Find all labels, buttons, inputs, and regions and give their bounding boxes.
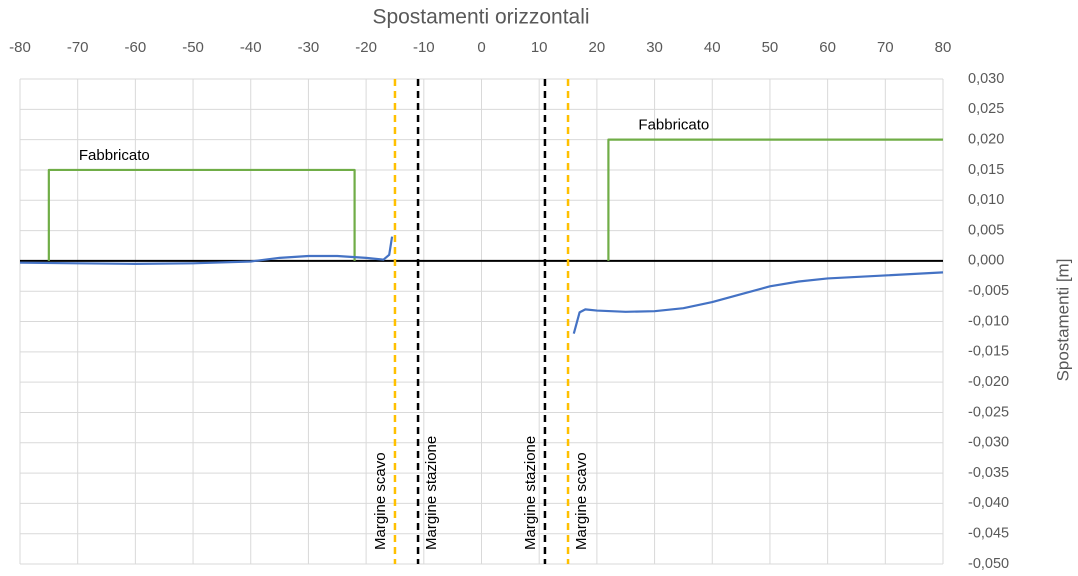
x-tick-label: -80 (9, 39, 31, 56)
data-line (19, 236, 394, 266)
y-tick-label: -0,020 (968, 374, 1009, 390)
x-tick-label: 50 (762, 39, 779, 56)
y-tick-label: -0,040 (968, 495, 1009, 511)
annotation: Fabbricato (638, 117, 709, 134)
y-tick-label: -0,035 (968, 465, 1009, 481)
x-tick-label: -20 (355, 39, 377, 56)
y-tick-label: -0,005 (968, 283, 1009, 299)
data-line (607, 138, 943, 261)
y-tick-label: -0,025 (968, 404, 1009, 420)
reference-label: Margine stazione (522, 436, 539, 550)
x-tick-label: -40 (240, 39, 262, 56)
chart-title: Spostamenti orizzontali (372, 6, 589, 29)
y-tick-label: 0,000 (968, 253, 1004, 269)
y-tick-label: -0,010 (968, 313, 1009, 329)
y-tick-label: -0,030 (968, 435, 1009, 451)
y-tick-label: 0,025 (968, 101, 1004, 117)
data-line (572, 271, 944, 334)
y-tick-label: -0,050 (968, 556, 1009, 572)
reference-label: Margine scavo (573, 452, 590, 550)
y-tick-label: 0,030 (968, 71, 1004, 87)
annotation: Fabbricato (79, 147, 150, 164)
x-tick-label: 60 (819, 39, 836, 56)
y-tick-label: 0,015 (968, 162, 1004, 178)
y-tick-label: 0,020 (968, 131, 1004, 147)
x-tick-label: -50 (182, 39, 204, 56)
x-tick-label: 20 (589, 39, 606, 56)
x-tick-label: -70 (67, 39, 89, 56)
x-tick-label: 40 (704, 39, 721, 56)
x-tick-label: -10 (413, 39, 435, 56)
reference-label: Margine scavo (372, 452, 389, 550)
y-tick-label: -0,045 (968, 526, 1009, 542)
x-tick-label: -30 (298, 39, 320, 56)
y-tick-label: 0,005 (968, 222, 1004, 238)
x-tick-label: 80 (935, 39, 952, 56)
y-tick-label: 0,010 (968, 192, 1004, 208)
x-tick-label: 70 (877, 39, 894, 56)
y-tick-label: -0,015 (968, 344, 1009, 360)
y-axis-title: Spostamenti [m] (1053, 259, 1072, 382)
x-tick-label: -60 (125, 39, 147, 56)
reference-label: Margine stazione (423, 436, 440, 550)
x-tick-label: 0 (477, 39, 485, 56)
x-tick-label: 10 (531, 39, 548, 56)
data-line (47, 168, 356, 261)
x-tick-label: 30 (646, 39, 663, 56)
